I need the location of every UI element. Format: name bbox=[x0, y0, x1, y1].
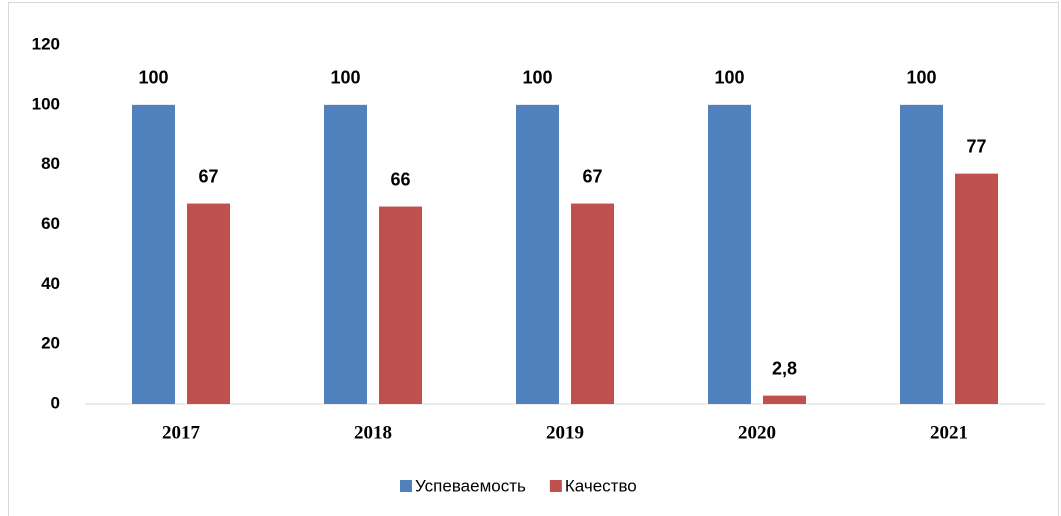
y-tick-label: 0 bbox=[51, 393, 60, 412]
value-label: 67 bbox=[198, 166, 218, 186]
bar bbox=[763, 395, 806, 404]
bar bbox=[516, 104, 559, 404]
value-label: 100 bbox=[138, 68, 168, 88]
bar bbox=[955, 173, 998, 404]
x-tick-label: 2019 bbox=[546, 422, 584, 443]
x-tick-label: 2017 bbox=[162, 422, 201, 443]
y-tick-label: 80 bbox=[41, 154, 60, 173]
legend-label: Качество bbox=[565, 476, 637, 495]
x-tick-label: 2018 bbox=[354, 422, 392, 443]
y-tick-label: 60 bbox=[41, 214, 60, 233]
bar bbox=[571, 203, 614, 404]
legend-swatch bbox=[400, 480, 412, 492]
value-label: 66 bbox=[390, 169, 410, 189]
bar bbox=[379, 206, 422, 404]
legend-label: Успеваемость bbox=[415, 476, 526, 495]
value-label: 100 bbox=[714, 68, 744, 88]
value-label: 100 bbox=[906, 68, 936, 88]
bar bbox=[187, 203, 230, 404]
y-tick-label: 100 bbox=[32, 94, 60, 113]
y-tick-label: 120 bbox=[32, 34, 60, 53]
chart-border bbox=[8, 2, 1059, 516]
value-label: 67 bbox=[582, 166, 602, 186]
y-tick-label: 40 bbox=[41, 274, 60, 293]
value-label: 100 bbox=[330, 68, 360, 88]
legend-swatch bbox=[549, 480, 562, 492]
x-tick-label: 2021 bbox=[930, 422, 968, 443]
x-tick-label: 2020 bbox=[738, 422, 776, 443]
bar bbox=[132, 104, 175, 404]
value-label: 2,8 bbox=[772, 358, 797, 378]
y-tick-label: 20 bbox=[41, 334, 60, 353]
bar bbox=[708, 104, 751, 404]
value-label: 100 bbox=[522, 68, 552, 88]
value-label: 77 bbox=[966, 136, 986, 156]
bar bbox=[900, 104, 943, 404]
bar bbox=[324, 104, 367, 404]
